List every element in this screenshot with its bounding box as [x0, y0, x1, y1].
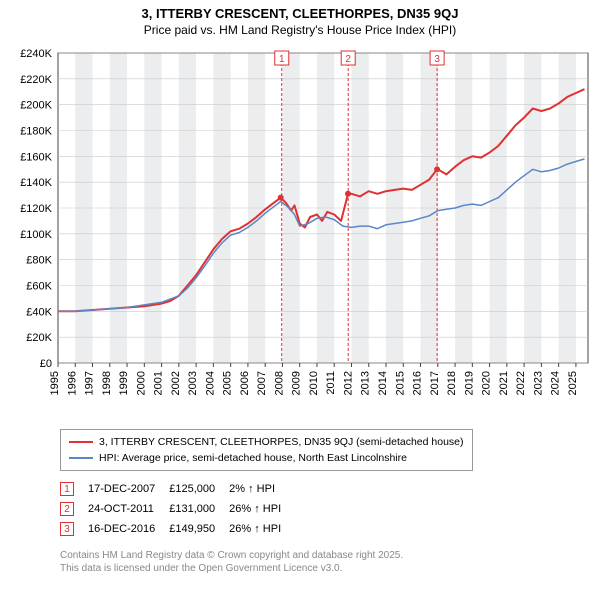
legend-item: HPI: Average price, semi-detached house,…: [69, 450, 464, 466]
chart-svg: £0 £20K £40K £60K £80K £100K £120K £140K £160K £1…: [0, 43, 600, 423]
svg-text:3: 3: [434, 54, 440, 65]
svg-text:£80K: £80K: [26, 255, 52, 267]
svg-text:2001: 2001: [153, 371, 165, 395]
svg-text:£240K: £240K: [20, 48, 52, 60]
svg-text:2021: 2021: [498, 371, 510, 395]
sale-marker: 3: [60, 522, 74, 536]
sale-delta: 2% ↑ HPI: [229, 479, 295, 499]
svg-text:£160K: £160K: [20, 151, 52, 163]
svg-text:2019: 2019: [463, 371, 475, 395]
chart-title: 3, ITTERBY CRESCENT, CLEETHORPES, DN35 9…: [0, 0, 600, 21]
svg-text:2024: 2024: [550, 371, 562, 395]
svg-text:£120K: £120K: [20, 203, 52, 215]
svg-text:2022: 2022: [515, 371, 527, 395]
svg-text:2004: 2004: [204, 371, 216, 395]
svg-text:2014: 2014: [377, 371, 389, 395]
sale-marker: 1: [60, 482, 74, 496]
svg-text:1997: 1997: [84, 371, 96, 395]
legend: 3, ITTERBY CRESCENT, CLEETHORPES, DN35 9…: [60, 429, 473, 471]
svg-text:2012: 2012: [342, 371, 354, 395]
svg-text:2007: 2007: [256, 371, 268, 395]
svg-text:2018: 2018: [446, 371, 458, 395]
svg-text:£100K: £100K: [20, 229, 52, 241]
svg-text:£0: £0: [40, 358, 52, 370]
svg-text:£200K: £200K: [20, 100, 52, 112]
sale-date: 17-DEC-2007: [88, 479, 169, 499]
sale-delta: 26% ↑ HPI: [229, 519, 295, 539]
svg-text:2000: 2000: [135, 371, 147, 395]
table-row: 2 24-OCT-2011£131,00026% ↑ HPI: [60, 499, 295, 519]
svg-text:2005: 2005: [222, 371, 234, 395]
sale-date: 24-OCT-2011: [88, 499, 169, 519]
svg-text:2010: 2010: [308, 371, 320, 395]
sale-price: £149,950: [169, 519, 229, 539]
sale-delta: 26% ↑ HPI: [229, 499, 295, 519]
table-row: 1 17-DEC-2007£125,0002% ↑ HPI: [60, 479, 295, 499]
chart-subtitle: Price paid vs. HM Land Registry's House …: [0, 21, 600, 43]
svg-text:1998: 1998: [101, 371, 113, 395]
svg-text:£180K: £180K: [20, 126, 52, 138]
legend-label: HPI: Average price, semi-detached house,…: [99, 450, 407, 466]
legend-swatch: [69, 441, 93, 443]
svg-text:2016: 2016: [412, 371, 424, 395]
legend-label: 3, ITTERBY CRESCENT, CLEETHORPES, DN35 9…: [99, 434, 464, 450]
svg-text:2025: 2025: [567, 371, 579, 395]
sale-marker: 2: [60, 502, 74, 516]
svg-text:2009: 2009: [291, 371, 303, 395]
sale-price: £131,000: [169, 499, 229, 519]
svg-text:1996: 1996: [66, 371, 78, 395]
svg-text:1999: 1999: [118, 371, 130, 395]
svg-text:£60K: £60K: [26, 281, 52, 293]
svg-text:£40K: £40K: [26, 306, 52, 318]
svg-text:2006: 2006: [239, 371, 251, 395]
svg-text:2: 2: [345, 54, 351, 65]
chart-area: £0 £20K £40K £60K £80K £100K £120K £140K £160K £1…: [0, 43, 600, 423]
sales-table: 1 17-DEC-2007£125,0002% ↑ HPI 2 24-OCT-2011…: [60, 479, 295, 539]
sale-price: £125,000: [169, 479, 229, 499]
legend-item: 3, ITTERBY CRESCENT, CLEETHORPES, DN35 9…: [69, 434, 464, 450]
svg-text:£20K: £20K: [26, 332, 52, 344]
svg-text:£140K: £140K: [20, 177, 52, 189]
svg-text:2002: 2002: [170, 371, 182, 395]
footer-line: This data is licensed under the Open Gov…: [60, 562, 600, 575]
legend-swatch: [69, 457, 93, 459]
table-row: 3 16-DEC-2016£149,95026% ↑ HPI: [60, 519, 295, 539]
svg-text:2011: 2011: [325, 371, 337, 395]
svg-text:2003: 2003: [187, 371, 199, 395]
svg-text:2013: 2013: [360, 371, 372, 395]
svg-text:2020: 2020: [481, 371, 493, 395]
sale-date: 16-DEC-2016: [88, 519, 169, 539]
svg-text:1995: 1995: [49, 371, 61, 395]
svg-text:2017: 2017: [429, 371, 441, 395]
svg-text:2015: 2015: [394, 371, 406, 395]
svg-text:£220K: £220K: [20, 74, 52, 86]
svg-text:2008: 2008: [273, 371, 285, 395]
svg-text:1: 1: [279, 54, 285, 65]
attribution: Contains HM Land Registry data © Crown c…: [60, 549, 600, 575]
footer-line: Contains HM Land Registry data © Crown c…: [60, 549, 600, 562]
svg-text:2023: 2023: [532, 371, 544, 395]
